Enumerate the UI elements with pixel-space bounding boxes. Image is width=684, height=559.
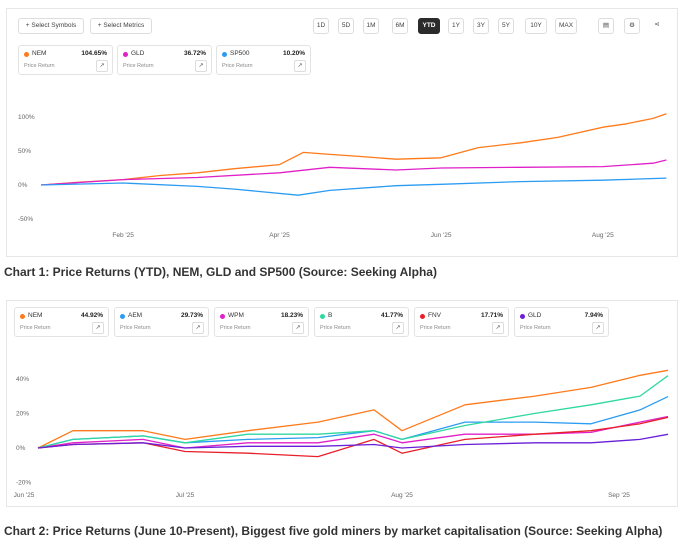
series-color-dot	[20, 314, 25, 319]
range-5y-button[interactable]: 5Y	[498, 18, 514, 34]
y-tick-label: 0%	[16, 445, 26, 452]
card-metric: Price Return	[20, 325, 51, 331]
legend-card-sp500[interactable]: SP500 10.20% Price Return ↗	[216, 45, 311, 75]
y-tick-label: 40%	[16, 376, 29, 383]
series-line-wpm	[37, 415, 669, 449]
card-metric: Price Return	[220, 325, 251, 331]
range-1y-button[interactable]: 1Y	[448, 18, 464, 34]
gear-icon[interactable]: ⚙	[624, 18, 640, 34]
trend-icon[interactable]: ↗	[294, 60, 306, 72]
card-value: 41.77%	[380, 312, 403, 319]
card-symbol: AEM	[128, 312, 143, 319]
card-symbol: FNV	[428, 312, 441, 319]
series-color-dot	[123, 52, 128, 57]
series-line-b	[37, 375, 669, 449]
trend-icon[interactable]: ↗	[392, 322, 404, 334]
series-color-dot	[320, 314, 325, 319]
trend-icon[interactable]: ↗	[92, 322, 104, 334]
y-tick-label: 20%	[16, 410, 29, 417]
card-value: 7.94%	[584, 312, 603, 319]
series-line-gld	[37, 433, 669, 449]
range-10y-button[interactable]: 10Y	[525, 18, 547, 34]
legend-card-wpm[interactable]: WPM 18.23% Price Return ↗	[214, 307, 309, 337]
card-metric: Price Return	[520, 325, 551, 331]
card-value: 10.20%	[282, 50, 305, 57]
range-5d-button[interactable]: 5D	[338, 18, 354, 34]
card-symbol: NEM	[28, 312, 43, 319]
select-metrics-button[interactable]: + Select Metrics	[90, 18, 152, 34]
trend-icon[interactable]: ↗	[592, 322, 604, 334]
x-tick-label: Jun '25	[431, 232, 452, 239]
series-color-dot	[520, 314, 525, 319]
series-color-dot	[420, 314, 425, 319]
trend-icon[interactable]: ↗	[292, 322, 304, 334]
card-metric: Price Return	[24, 63, 55, 69]
legend-card-aem[interactable]: AEM 29.73% Price Return ↗	[114, 307, 209, 337]
legend-card-fnv[interactable]: FNV 17.71% Price Return ↗	[414, 307, 509, 337]
x-tick-label: Aug '25	[391, 492, 413, 499]
range-3y-button[interactable]: 3Y	[473, 18, 489, 34]
y-tick-label: 0%	[18, 182, 28, 189]
card-value: 18.23%	[280, 312, 303, 319]
range-1d-button[interactable]: 1D	[313, 18, 329, 34]
series-line-sp500	[40, 177, 667, 196]
select-symbols-button[interactable]: + Select Symbols	[18, 18, 84, 34]
series-color-dot	[24, 52, 29, 57]
y-tick-label: 50%	[18, 148, 31, 155]
card-metric: Price Return	[123, 63, 154, 69]
legend-card-gld[interactable]: GLD 36.72% Price Return ↗	[117, 45, 212, 75]
chart1-caption: Chart 1: Price Returns (YTD), NEM, GLD a…	[4, 265, 437, 279]
card-value: 104.65%	[81, 50, 107, 57]
card-symbol: WPM	[228, 312, 244, 319]
x-tick-label: Jul '25	[176, 492, 195, 499]
series-line-nem	[37, 369, 669, 449]
card-metric: Price Return	[320, 325, 351, 331]
card-symbol: SP500	[230, 50, 250, 57]
legend-card-b[interactable]: B 41.77% Price Return ↗	[314, 307, 409, 337]
range-max-button[interactable]: MAX	[555, 18, 577, 34]
card-value: 36.72%	[183, 50, 206, 57]
legend-card-nem[interactable]: NEM 104.65% Price Return ↗	[18, 45, 113, 75]
card-symbol: B	[328, 312, 333, 319]
series-line-nem	[40, 113, 667, 186]
x-tick-label: Aug '25	[592, 232, 614, 239]
legend-card-gld[interactable]: GLD 7.94% Price Return ↗	[514, 307, 609, 337]
card-value: 44.92%	[80, 312, 103, 319]
range-1m-button[interactable]: 1M	[363, 18, 379, 34]
series-color-dot	[222, 52, 227, 57]
calendar-icon[interactable]: ▤	[598, 18, 614, 34]
series-color-dot	[120, 314, 125, 319]
series-line-gld	[40, 159, 667, 186]
legend-card-nem[interactable]: NEM 44.92% Price Return ↗	[14, 307, 109, 337]
card-value: 17.71%	[480, 312, 503, 319]
card-symbol: GLD	[528, 312, 542, 319]
trend-icon[interactable]: ↗	[96, 60, 108, 72]
x-tick-label: Sep '25	[608, 492, 630, 499]
range-6m-button[interactable]: 6M	[392, 18, 408, 34]
card-metric: Price Return	[120, 325, 151, 331]
trend-icon[interactable]: ↗	[195, 60, 207, 72]
x-tick-label: Apr '25	[269, 232, 290, 239]
card-symbol: NEM	[32, 50, 47, 57]
y-tick-label: -20%	[16, 480, 31, 487]
y-tick-label: -50%	[18, 216, 33, 223]
share-icon[interactable]: ⋖	[650, 18, 664, 32]
x-tick-label: Feb '25	[112, 232, 134, 239]
card-metric: Price Return	[420, 325, 451, 331]
card-value: 29.73%	[180, 312, 203, 319]
x-tick-label: Jun '25	[14, 492, 35, 499]
y-tick-label: 100%	[18, 114, 35, 121]
chart2-caption: Chart 2: Price Returns (June 10-Present)…	[4, 524, 663, 538]
series-color-dot	[220, 314, 225, 319]
card-symbol: GLD	[131, 50, 145, 57]
trend-icon[interactable]: ↗	[492, 322, 504, 334]
range-ytd-button[interactable]: YTD	[418, 18, 440, 34]
card-metric: Price Return	[222, 63, 253, 69]
trend-icon[interactable]: ↗	[192, 322, 204, 334]
